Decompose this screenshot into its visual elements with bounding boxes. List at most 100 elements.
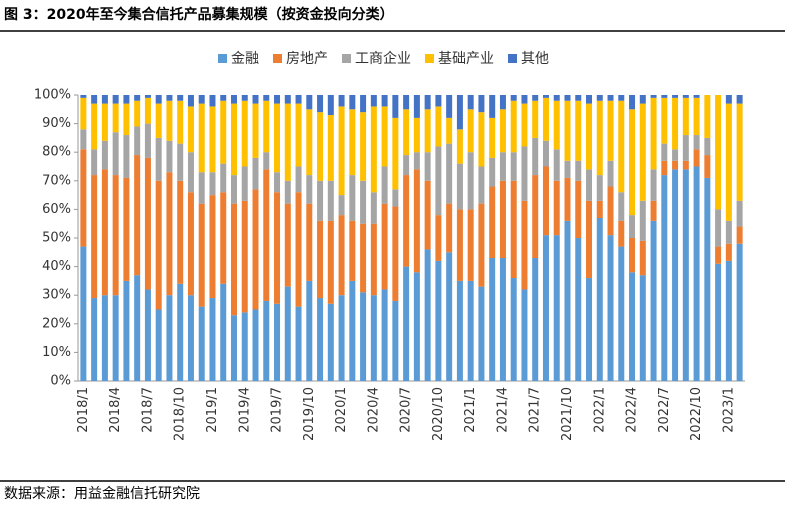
bar-segment bbox=[629, 95, 636, 110]
bar-segment bbox=[618, 100, 625, 193]
bar-segment bbox=[392, 189, 399, 207]
bar-segment bbox=[542, 97, 549, 141]
bar-segment bbox=[284, 286, 291, 381]
bar-segment bbox=[403, 175, 410, 267]
bar-segment bbox=[91, 103, 98, 150]
bar-segment bbox=[693, 135, 700, 150]
bar-segment bbox=[295, 166, 302, 193]
bar-segment bbox=[392, 95, 399, 118]
y-tick-label: 30% bbox=[42, 288, 71, 303]
source-note: 数据来源：用益金融信托研究院 bbox=[4, 486, 200, 502]
x-tick-label: 2020/4 bbox=[366, 387, 381, 433]
bar-segment bbox=[198, 95, 205, 104]
bar-segment bbox=[274, 192, 281, 304]
bar-segment bbox=[435, 260, 442, 381]
bar-segment bbox=[187, 192, 194, 296]
bar-segment bbox=[349, 280, 356, 381]
bar-segment bbox=[424, 95, 431, 110]
bar-segment bbox=[650, 95, 657, 98]
bar-segment bbox=[424, 180, 431, 250]
bar-segment bbox=[672, 149, 679, 161]
bar-segment bbox=[177, 95, 184, 101]
bar-segment bbox=[284, 203, 291, 287]
bar-segment bbox=[360, 180, 367, 224]
bar-segment bbox=[349, 95, 356, 110]
bar-segment bbox=[510, 152, 517, 181]
bar-segment bbox=[521, 146, 528, 201]
bar-segment bbox=[80, 129, 87, 150]
bar-segment bbox=[123, 103, 130, 136]
bar-segment bbox=[349, 109, 356, 176]
bar-segment bbox=[639, 240, 646, 276]
bar-segment bbox=[704, 137, 711, 156]
bar-segment bbox=[564, 100, 571, 161]
bar-segment bbox=[263, 100, 270, 153]
bar-segment bbox=[166, 172, 173, 296]
bar-segment bbox=[553, 235, 560, 381]
bar-segment bbox=[456, 280, 463, 381]
bar-segment bbox=[381, 289, 388, 381]
bar-segment bbox=[456, 163, 463, 210]
bar-segment bbox=[317, 112, 324, 181]
bar-segment bbox=[155, 137, 162, 181]
bar-segment bbox=[639, 103, 646, 201]
bar-segment bbox=[693, 97, 700, 136]
legend-label: 其他 bbox=[521, 51, 549, 67]
bar-segment bbox=[123, 95, 130, 104]
bar-segment bbox=[532, 137, 539, 176]
legend-label: 房地产 bbox=[286, 51, 328, 67]
bar-segment bbox=[715, 263, 722, 381]
bar-segment bbox=[489, 157, 496, 187]
bar-segment bbox=[392, 206, 399, 301]
bar-segment bbox=[725, 243, 732, 261]
bar-segment bbox=[306, 175, 313, 204]
bar-segment bbox=[575, 180, 582, 238]
bar-segment bbox=[478, 95, 485, 113]
bar-segment bbox=[661, 97, 668, 144]
bar-segment bbox=[413, 169, 420, 273]
bar-segment bbox=[736, 95, 743, 104]
bar-segment bbox=[661, 175, 668, 381]
bar-segment bbox=[553, 100, 560, 150]
bar-segment bbox=[360, 223, 367, 293]
bar-segment bbox=[134, 100, 141, 127]
bar-segment bbox=[467, 209, 474, 281]
bar-segment bbox=[80, 246, 87, 381]
bar-segment bbox=[187, 295, 194, 381]
bar-segment bbox=[403, 155, 410, 176]
bar-segment bbox=[532, 95, 539, 101]
bar-segment bbox=[521, 200, 528, 290]
bar-segment bbox=[220, 192, 227, 284]
bar-segment bbox=[198, 203, 205, 307]
bar-segment bbox=[564, 220, 571, 381]
bar-segment bbox=[607, 160, 614, 187]
bar-segment bbox=[446, 252, 453, 381]
bar-segment bbox=[370, 106, 377, 193]
bar-segment bbox=[618, 246, 625, 381]
bar-segment bbox=[607, 186, 614, 236]
bar-segment bbox=[295, 192, 302, 307]
bar-segment bbox=[381, 203, 388, 290]
bar-segment bbox=[91, 298, 98, 381]
bar-segment bbox=[220, 95, 227, 101]
bar-segment bbox=[607, 100, 614, 161]
bar-segment bbox=[521, 289, 528, 381]
bar-segment bbox=[639, 95, 646, 104]
bar-segment bbox=[177, 100, 184, 144]
bar-segment bbox=[715, 95, 722, 210]
bar-segment bbox=[370, 295, 377, 381]
bar-segment bbox=[144, 157, 151, 290]
bar-segment bbox=[209, 195, 216, 299]
bar-segment bbox=[187, 152, 194, 193]
bar-segment bbox=[403, 95, 410, 110]
bar-segment bbox=[489, 117, 496, 158]
bar-segment bbox=[112, 295, 119, 381]
bar-segment bbox=[392, 117, 399, 190]
bar-segment bbox=[155, 180, 162, 310]
x-tick-label: 2020/1 bbox=[334, 387, 349, 433]
bar-segment bbox=[693, 95, 700, 98]
bar-segment bbox=[704, 177, 711, 381]
bar-segment bbox=[327, 303, 334, 381]
bar-segment bbox=[435, 146, 442, 216]
